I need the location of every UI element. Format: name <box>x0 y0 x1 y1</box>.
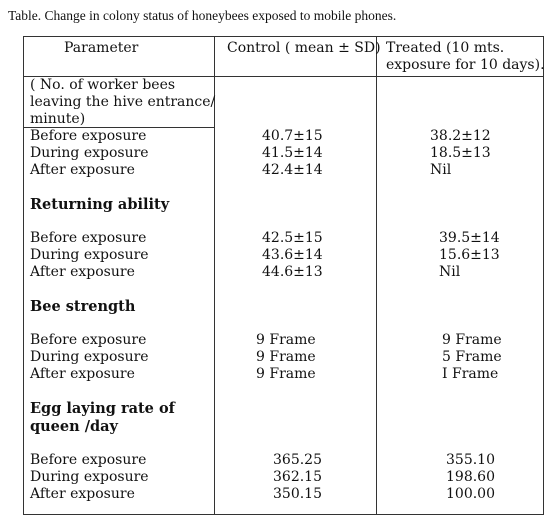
control-value: 9 Frame <box>256 366 316 382</box>
row-label: Before exposure <box>30 230 147 246</box>
control-value: 41.5±14 <box>262 145 323 161</box>
treated-value: 355.10 <box>446 452 495 468</box>
row-label: Before exposure <box>30 332 147 348</box>
treated-value: 100.00 <box>446 486 495 502</box>
control-value: 9 Frame <box>256 349 316 365</box>
column-divider <box>214 37 215 514</box>
section-underline <box>24 127 214 128</box>
treated-value: I Frame <box>442 366 499 382</box>
section-title: minute) <box>30 111 86 127</box>
control-value: 44.6±13 <box>262 264 323 280</box>
row-label: After exposure <box>30 366 135 382</box>
control-value: 365.25 <box>273 452 322 468</box>
treated-value: Nil <box>439 264 461 280</box>
row-label: Before exposure <box>30 128 147 144</box>
section-title: leaving the hive entrance/ <box>30 94 216 110</box>
treated-value: Nil <box>430 162 452 178</box>
header-parameter: Parameter <box>64 40 139 56</box>
row-label: During exposure <box>30 247 149 263</box>
row-label: After exposure <box>30 162 135 178</box>
treated-value: 5 Frame <box>442 349 502 365</box>
header-treated-line2: exposure for 10 days). <box>386 57 545 73</box>
header-divider <box>24 76 543 77</box>
row-label: After exposure <box>30 486 135 502</box>
treated-value: 198.60 <box>446 469 495 485</box>
row-label: During exposure <box>30 145 149 161</box>
control-value: 43.6±14 <box>262 247 323 263</box>
section-title: Egg laying rate of <box>30 400 175 417</box>
row-label: Before exposure <box>30 452 147 468</box>
treated-value: 15.6±13 <box>439 247 500 263</box>
treated-value: 39.5±14 <box>439 230 500 246</box>
row-label: After exposure <box>30 264 135 280</box>
control-value: 350.15 <box>273 486 322 502</box>
treated-value: 18.5±13 <box>430 145 491 161</box>
treated-value: 38.2±12 <box>430 128 491 144</box>
control-value: 42.4±14 <box>262 162 323 178</box>
table-caption: Table. Change in colony status of honeyb… <box>8 8 397 23</box>
row-label: During exposure <box>30 469 149 485</box>
control-value: 9 Frame <box>256 332 316 348</box>
section-title: Returning ability <box>30 196 170 213</box>
section-title: queen /day <box>30 418 118 435</box>
control-value: 362.15 <box>273 469 322 485</box>
column-divider <box>376 37 377 514</box>
section-title: ( No. of worker bees <box>30 77 176 93</box>
control-value: 40.7±15 <box>262 128 323 144</box>
row-label: During exposure <box>30 349 149 365</box>
section-title: Bee strength <box>30 298 136 315</box>
data-table: Parameter Control ( mean ± SD) Treated (… <box>23 36 545 515</box>
treated-value: 9 Frame <box>442 332 502 348</box>
control-value: 42.5±15 <box>262 230 323 246</box>
header-treated-line1: Treated (10 mts. <box>386 40 505 56</box>
header-control: Control ( mean ± SD) <box>227 40 381 56</box>
